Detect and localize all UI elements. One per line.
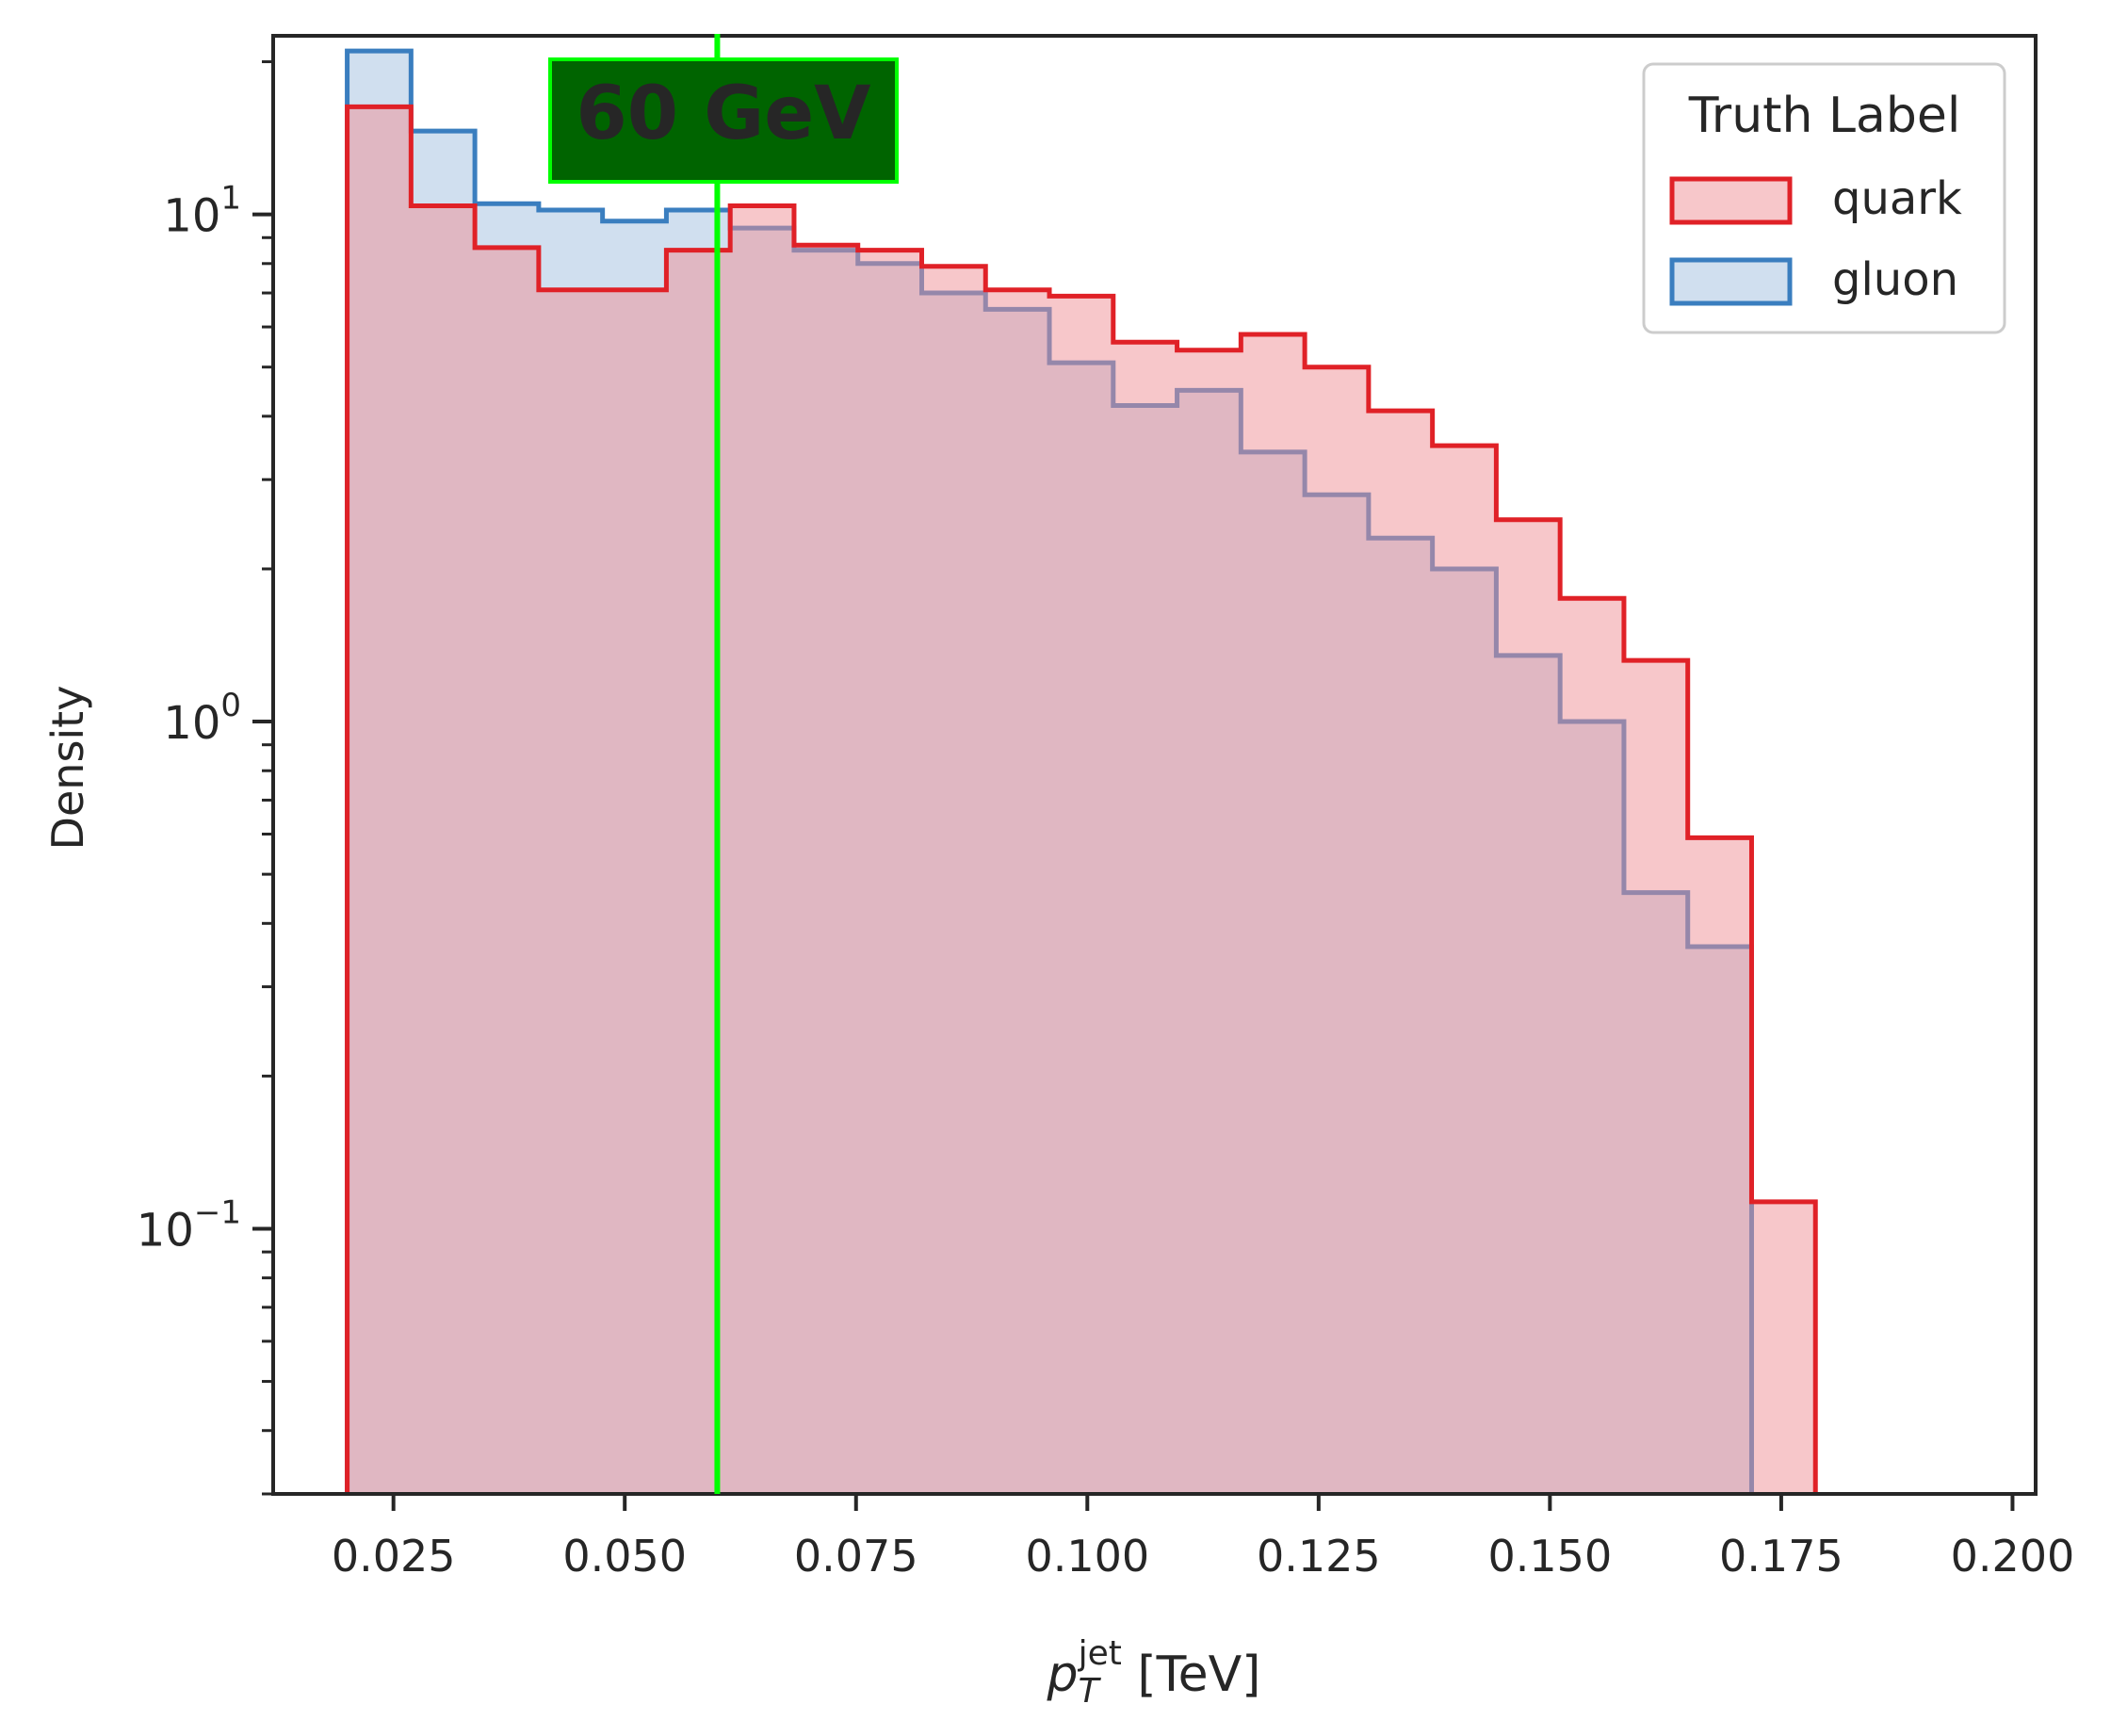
- annotation-label: 60 GeV: [576, 72, 871, 156]
- plot-area: [345, 48, 1818, 1495]
- legend: Truth Label quark gluon: [1642, 62, 2006, 334]
- histogram-bin-quark: [985, 290, 1049, 1494]
- histogram-bin-quark: [1560, 598, 1624, 1494]
- y-axis: 101 100 10−1: [137, 60, 273, 1496]
- histogram-bin-quark: [921, 267, 985, 1494]
- histogram-fill-quark: [347, 106, 1816, 1495]
- histogram-bin-quark: [1369, 411, 1433, 1494]
- x-tick-label: 0.150: [1488, 1531, 1613, 1582]
- axes-frame: [271, 34, 2038, 1496]
- histogram-bin-quark: [1624, 660, 1688, 1494]
- x-axis-label-sub: T: [1079, 1672, 1102, 1711]
- histogram-bin-quark: [1177, 350, 1242, 1494]
- x-tick-label: 0.125: [1257, 1531, 1381, 1582]
- x-tick-label: 0.200: [1951, 1531, 2075, 1582]
- histogram-bin-quark: [475, 248, 539, 1494]
- x-axis-label: pTjet [TeV]: [1047, 1634, 1261, 1711]
- legend-title: Truth Label: [1688, 88, 1961, 144]
- legend-swatch: [1669, 257, 1793, 306]
- histogram-bin-quark: [603, 290, 667, 1494]
- y-tick-label: 100: [163, 687, 241, 750]
- histogram-bin-quark: [1496, 520, 1560, 1494]
- histogram-bin-quark: [1113, 342, 1177, 1494]
- histogram-bin-quark: [539, 290, 603, 1494]
- x-tick-label: 0.100: [1025, 1531, 1149, 1582]
- annotation-box: [548, 57, 899, 184]
- histogram-bin-quark: [794, 245, 858, 1494]
- legend-entries: quark gluon: [1669, 172, 1962, 306]
- x-tick-label: 0.175: [1719, 1531, 1843, 1582]
- x-axis-label-unit: [TeV]: [1122, 1647, 1261, 1703]
- x-tick-label: 0.050: [562, 1531, 687, 1582]
- legend-swatch: [1669, 176, 1793, 225]
- histogram-bin-quark: [730, 205, 794, 1494]
- histogram-bin-quark: [348, 106, 412, 1494]
- histogram-bin-quark: [858, 251, 922, 1494]
- x-axis: 0.025 0.050 0.075 0.100 0.125 0.150 0.175 0.200: [332, 1494, 2074, 1582]
- histogram-bin-quark: [1688, 837, 1752, 1494]
- legend-entry-quark: quark: [1669, 172, 1962, 225]
- series-quark: [345, 104, 1818, 1495]
- y-tick-label: 101: [163, 180, 241, 243]
- histogram-bin-quark: [1241, 334, 1305, 1494]
- x-tick-label: 0.025: [332, 1531, 456, 1582]
- y-axis-label: Density: [42, 686, 93, 851]
- legend-entry-gluon: gluon: [1669, 253, 1958, 306]
- histogram-bin-quark: [411, 205, 475, 1494]
- histogram-bin-quark: [1433, 446, 1497, 1494]
- histogram-bin-quark: [1049, 296, 1113, 1494]
- threshold-annotation: 60 GeV: [548, 34, 899, 1494]
- x-axis-label-base: p: [1047, 1647, 1079, 1703]
- histogram-outline-quark: [345, 104, 1818, 1494]
- histogram-bin-quark: [1751, 1202, 1815, 1494]
- legend-label: quark: [1832, 172, 1962, 225]
- y-tick-label: 10−1: [137, 1193, 241, 1257]
- x-axis-label-sup: jet: [1078, 1634, 1122, 1673]
- histogram-bin-quark: [1305, 367, 1369, 1494]
- histogram-bin-quark: [666, 251, 730, 1494]
- x-tick-label: 0.075: [794, 1531, 918, 1582]
- legend-label: gluon: [1832, 253, 1958, 306]
